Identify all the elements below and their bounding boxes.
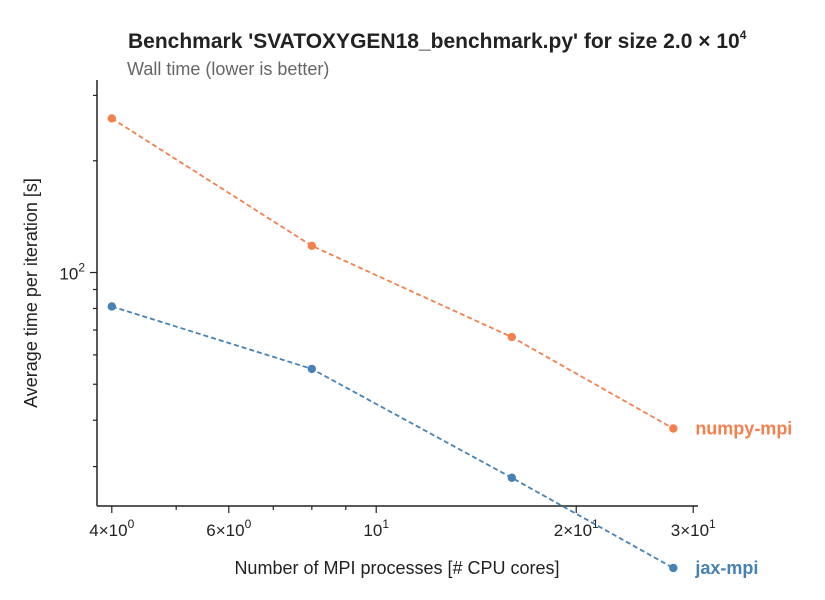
x-tick-label: 4×100	[89, 517, 134, 540]
series-jax-mpi: jax-mpi	[107, 302, 758, 578]
axis-ticks: 4×100 6×100 101 2×101 3×101 102	[59, 94, 716, 540]
series-layer: numpy-mpi jax-mpi	[107, 114, 792, 578]
data-point-jax-mpi	[507, 473, 517, 482]
y-axis-label: Average time per iteration [s]	[21, 178, 41, 408]
x-axis-label: Number of MPI processes [# CPU cores]	[234, 558, 559, 578]
data-point-jax-mpi	[669, 563, 678, 573]
data-point-numpy-mpi	[507, 332, 517, 342]
series-line-jax-mpi	[111, 305, 674, 569]
chart-subtitle: Wall time (lower is better)	[127, 59, 329, 79]
data-point-jax-mpi	[307, 364, 317, 374]
series-label-numpy-mpi: numpy-mpi	[695, 419, 792, 439]
x-tick-label: 3×101	[671, 517, 716, 540]
x-tick-label: 6×100	[206, 517, 251, 540]
series-label-jax-mpi: jax-mpi	[694, 558, 758, 578]
series-numpy-mpi: numpy-mpi	[107, 114, 792, 439]
x-tick-label: 101	[363, 517, 389, 540]
data-point-numpy-mpi	[307, 241, 317, 251]
data-point-jax-mpi	[107, 302, 117, 311]
data-point-numpy-mpi	[107, 114, 117, 123]
series-line-numpy-mpi	[111, 117, 674, 430]
x-tick-label: 2×101	[554, 517, 599, 540]
y-tick-label: 102	[59, 261, 85, 284]
data-point-numpy-mpi	[669, 424, 678, 433]
chart-title: Benchmark 'SVATOXYGEN18_benchmark.py' fo…	[128, 28, 747, 53]
